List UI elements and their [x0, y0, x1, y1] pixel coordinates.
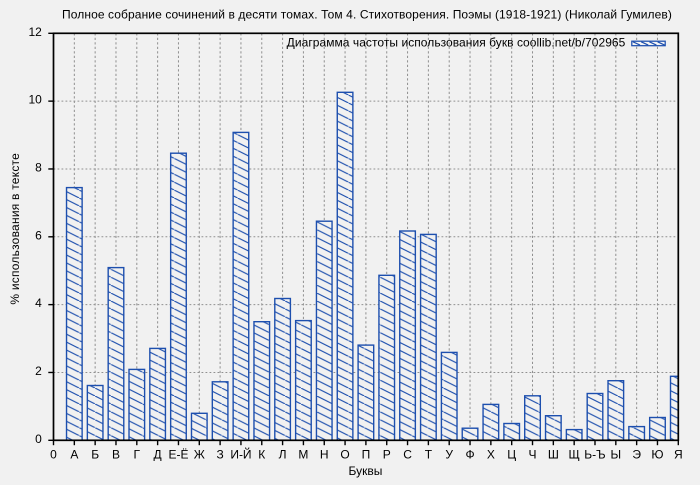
svg-text:Щ: Щ — [569, 447, 580, 461]
svg-text:8: 8 — [35, 161, 42, 175]
svg-text:2: 2 — [35, 364, 42, 378]
svg-text:И-Й: И-Й — [230, 446, 251, 461]
svg-text:Е-Ё: Е-Ё — [168, 447, 188, 461]
svg-text:Х: Х — [487, 447, 495, 461]
svg-text:В: В — [112, 447, 120, 461]
svg-text:Ч: Ч — [529, 447, 537, 461]
svg-text:6: 6 — [35, 228, 42, 242]
svg-text:Т: Т — [425, 447, 433, 461]
svg-text:М: М — [298, 447, 308, 461]
svg-text:0: 0 — [35, 432, 42, 446]
svg-text:К: К — [258, 447, 265, 461]
svg-text:У: У — [445, 447, 453, 461]
svg-text:% использования в тексте: % использования в тексте — [8, 153, 22, 305]
svg-text:Полное собрание сочинений в де: Полное собрание сочинений в десяти томах… — [62, 8, 672, 22]
svg-text:12: 12 — [28, 25, 42, 39]
svg-text:О: О — [340, 447, 349, 461]
svg-text:Г: Г — [134, 447, 141, 461]
svg-text:А: А — [70, 447, 78, 461]
svg-text:Б: Б — [91, 447, 99, 461]
svg-text:П: П — [362, 447, 371, 461]
svg-text:Ы: Ы — [611, 447, 622, 461]
svg-text:Буквы: Буквы — [348, 464, 382, 478]
svg-text:Диаграмма частоты использовани: Диаграмма частоты использования букв coo… — [287, 35, 626, 49]
svg-text:Ц: Ц — [507, 447, 516, 461]
svg-text:Я: Я — [674, 447, 683, 461]
svg-text:Ю: Ю — [651, 447, 663, 461]
svg-text:Н: Н — [320, 447, 329, 461]
svg-text:Ж: Ж — [194, 447, 205, 461]
svg-text:Ф: Ф — [465, 447, 474, 461]
svg-text:Л: Л — [279, 447, 287, 461]
svg-text:Ш: Ш — [548, 447, 559, 461]
svg-text:0: 0 — [50, 447, 57, 461]
svg-text:Р: Р — [383, 447, 391, 461]
svg-text:4: 4 — [35, 296, 42, 310]
svg-text:Э: Э — [632, 447, 641, 461]
svg-text:Д: Д — [154, 447, 162, 461]
svg-text:С: С — [403, 447, 412, 461]
svg-text:З: З — [216, 447, 223, 461]
svg-text:Ь-Ъ: Ь-Ъ — [584, 447, 605, 461]
svg-text:10: 10 — [28, 93, 42, 107]
